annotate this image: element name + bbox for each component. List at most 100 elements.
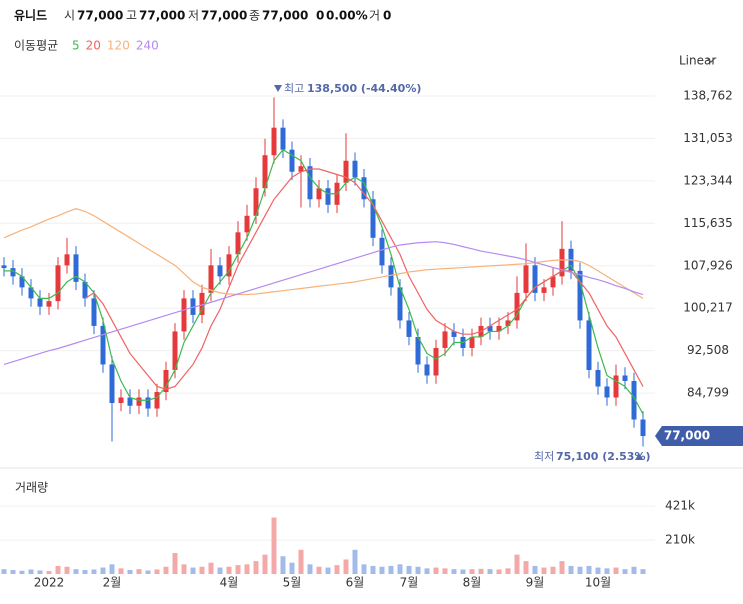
volume-bar (352, 549, 358, 574)
volume-bar (325, 567, 331, 574)
legend-entry: 240 (136, 39, 159, 53)
y-tick-label: 123,344 (683, 173, 733, 187)
candle-body (280, 127, 286, 150)
volume-bar (235, 565, 241, 574)
candle-body (271, 127, 277, 156)
candle-body (226, 254, 232, 277)
volume-bar (334, 565, 340, 574)
x-tick-label: 5월 (283, 576, 302, 590)
low-annotation-label: 최저 (534, 450, 554, 463)
dropdown-arrow[interactable] (706, 57, 716, 63)
candle-body (118, 397, 124, 404)
candle-body (298, 166, 304, 172)
candle-body (253, 188, 259, 216)
candle-body (397, 287, 403, 321)
x-tick-label: 4월 (220, 576, 239, 590)
y-tick-label: 92,508 (687, 343, 729, 357)
volume-bar (190, 567, 196, 574)
volume-bar (172, 553, 178, 574)
legend-entry: 20 (86, 39, 101, 53)
candle-body (523, 265, 529, 293)
volume-bar (271, 517, 277, 574)
x-tick-label: 2월 (103, 576, 122, 590)
volume-bar (28, 569, 34, 574)
volume-bar (343, 559, 349, 574)
volume-bar (109, 564, 115, 574)
candle-body (100, 325, 106, 365)
candle-body (595, 369, 601, 387)
volume-bar (415, 566, 421, 574)
legend-entry: 120 (107, 39, 130, 53)
candle-body (496, 325, 502, 332)
volume-bar (280, 556, 286, 574)
candle-body (145, 397, 151, 409)
volume-bar (487, 569, 493, 574)
candle-body (163, 369, 169, 392)
candle-body (37, 298, 43, 307)
change-pct: 0.00% (326, 9, 368, 23)
low-marker (635, 453, 643, 460)
volume-bar (46, 571, 52, 574)
volume-bar (73, 569, 79, 574)
candle-body (172, 331, 178, 370)
volume-bar (631, 566, 637, 574)
candle-body (10, 268, 16, 277)
volume-bar (244, 564, 250, 574)
volume-bar (586, 565, 592, 574)
y-tick-label: 84,799 (687, 386, 729, 400)
low-annotation-text: 75,100 (2.53%) (556, 450, 651, 463)
volume-bar (145, 570, 151, 574)
moving-average-line (3, 241, 644, 366)
candle-body (325, 188, 331, 205)
volume-bar (10, 569, 16, 574)
volume-bar (559, 561, 565, 574)
candle-body (199, 292, 205, 315)
volume-bar (226, 566, 232, 574)
volume-panel-title: 거래량 (15, 481, 48, 495)
volume-bar (253, 561, 259, 574)
volume-bar (496, 569, 502, 574)
candle-body (631, 380, 637, 420)
candle-body (343, 160, 349, 183)
change-value: 0 (316, 9, 324, 23)
candle-body (361, 177, 367, 200)
volume-bar (577, 566, 583, 574)
volume-bar (181, 564, 187, 574)
candle-body (262, 155, 268, 189)
candle-body (433, 347, 439, 376)
x-tick-label: 2022 (34, 576, 65, 590)
volume-bar (568, 565, 574, 574)
candle-body (613, 375, 619, 398)
volume-bar (1, 569, 7, 574)
volume-bar (217, 567, 223, 574)
volume-bar (19, 570, 25, 574)
candle-body (28, 287, 34, 299)
volume-tick-label: 210k (665, 533, 695, 547)
candle-body (316, 188, 322, 200)
volume-bar (613, 567, 619, 574)
volume-bar (388, 565, 394, 574)
volume-bar (37, 570, 43, 574)
x-tick-label: 10월 (585, 576, 611, 590)
volume-bar (622, 569, 628, 574)
volume-bar (118, 568, 124, 574)
candle-body (19, 276, 25, 288)
volume-bar (604, 568, 610, 574)
candle-body (235, 232, 241, 255)
high-marker (274, 85, 282, 92)
moving-average-line (4, 148, 644, 415)
moving-average-line (3, 208, 644, 299)
candle-body (442, 331, 448, 348)
volume-bar (307, 564, 313, 574)
volume-bar (361, 564, 367, 574)
candle-body (487, 325, 493, 332)
high-value: 77,000 (139, 9, 185, 23)
volume-bar (550, 566, 556, 574)
scale-mode[interactable]: Linear (679, 54, 716, 68)
volume-bar (82, 569, 88, 574)
volume-bar (208, 562, 214, 574)
candle-body (289, 149, 295, 172)
candle-body (307, 166, 313, 200)
candle-body (73, 254, 79, 282)
